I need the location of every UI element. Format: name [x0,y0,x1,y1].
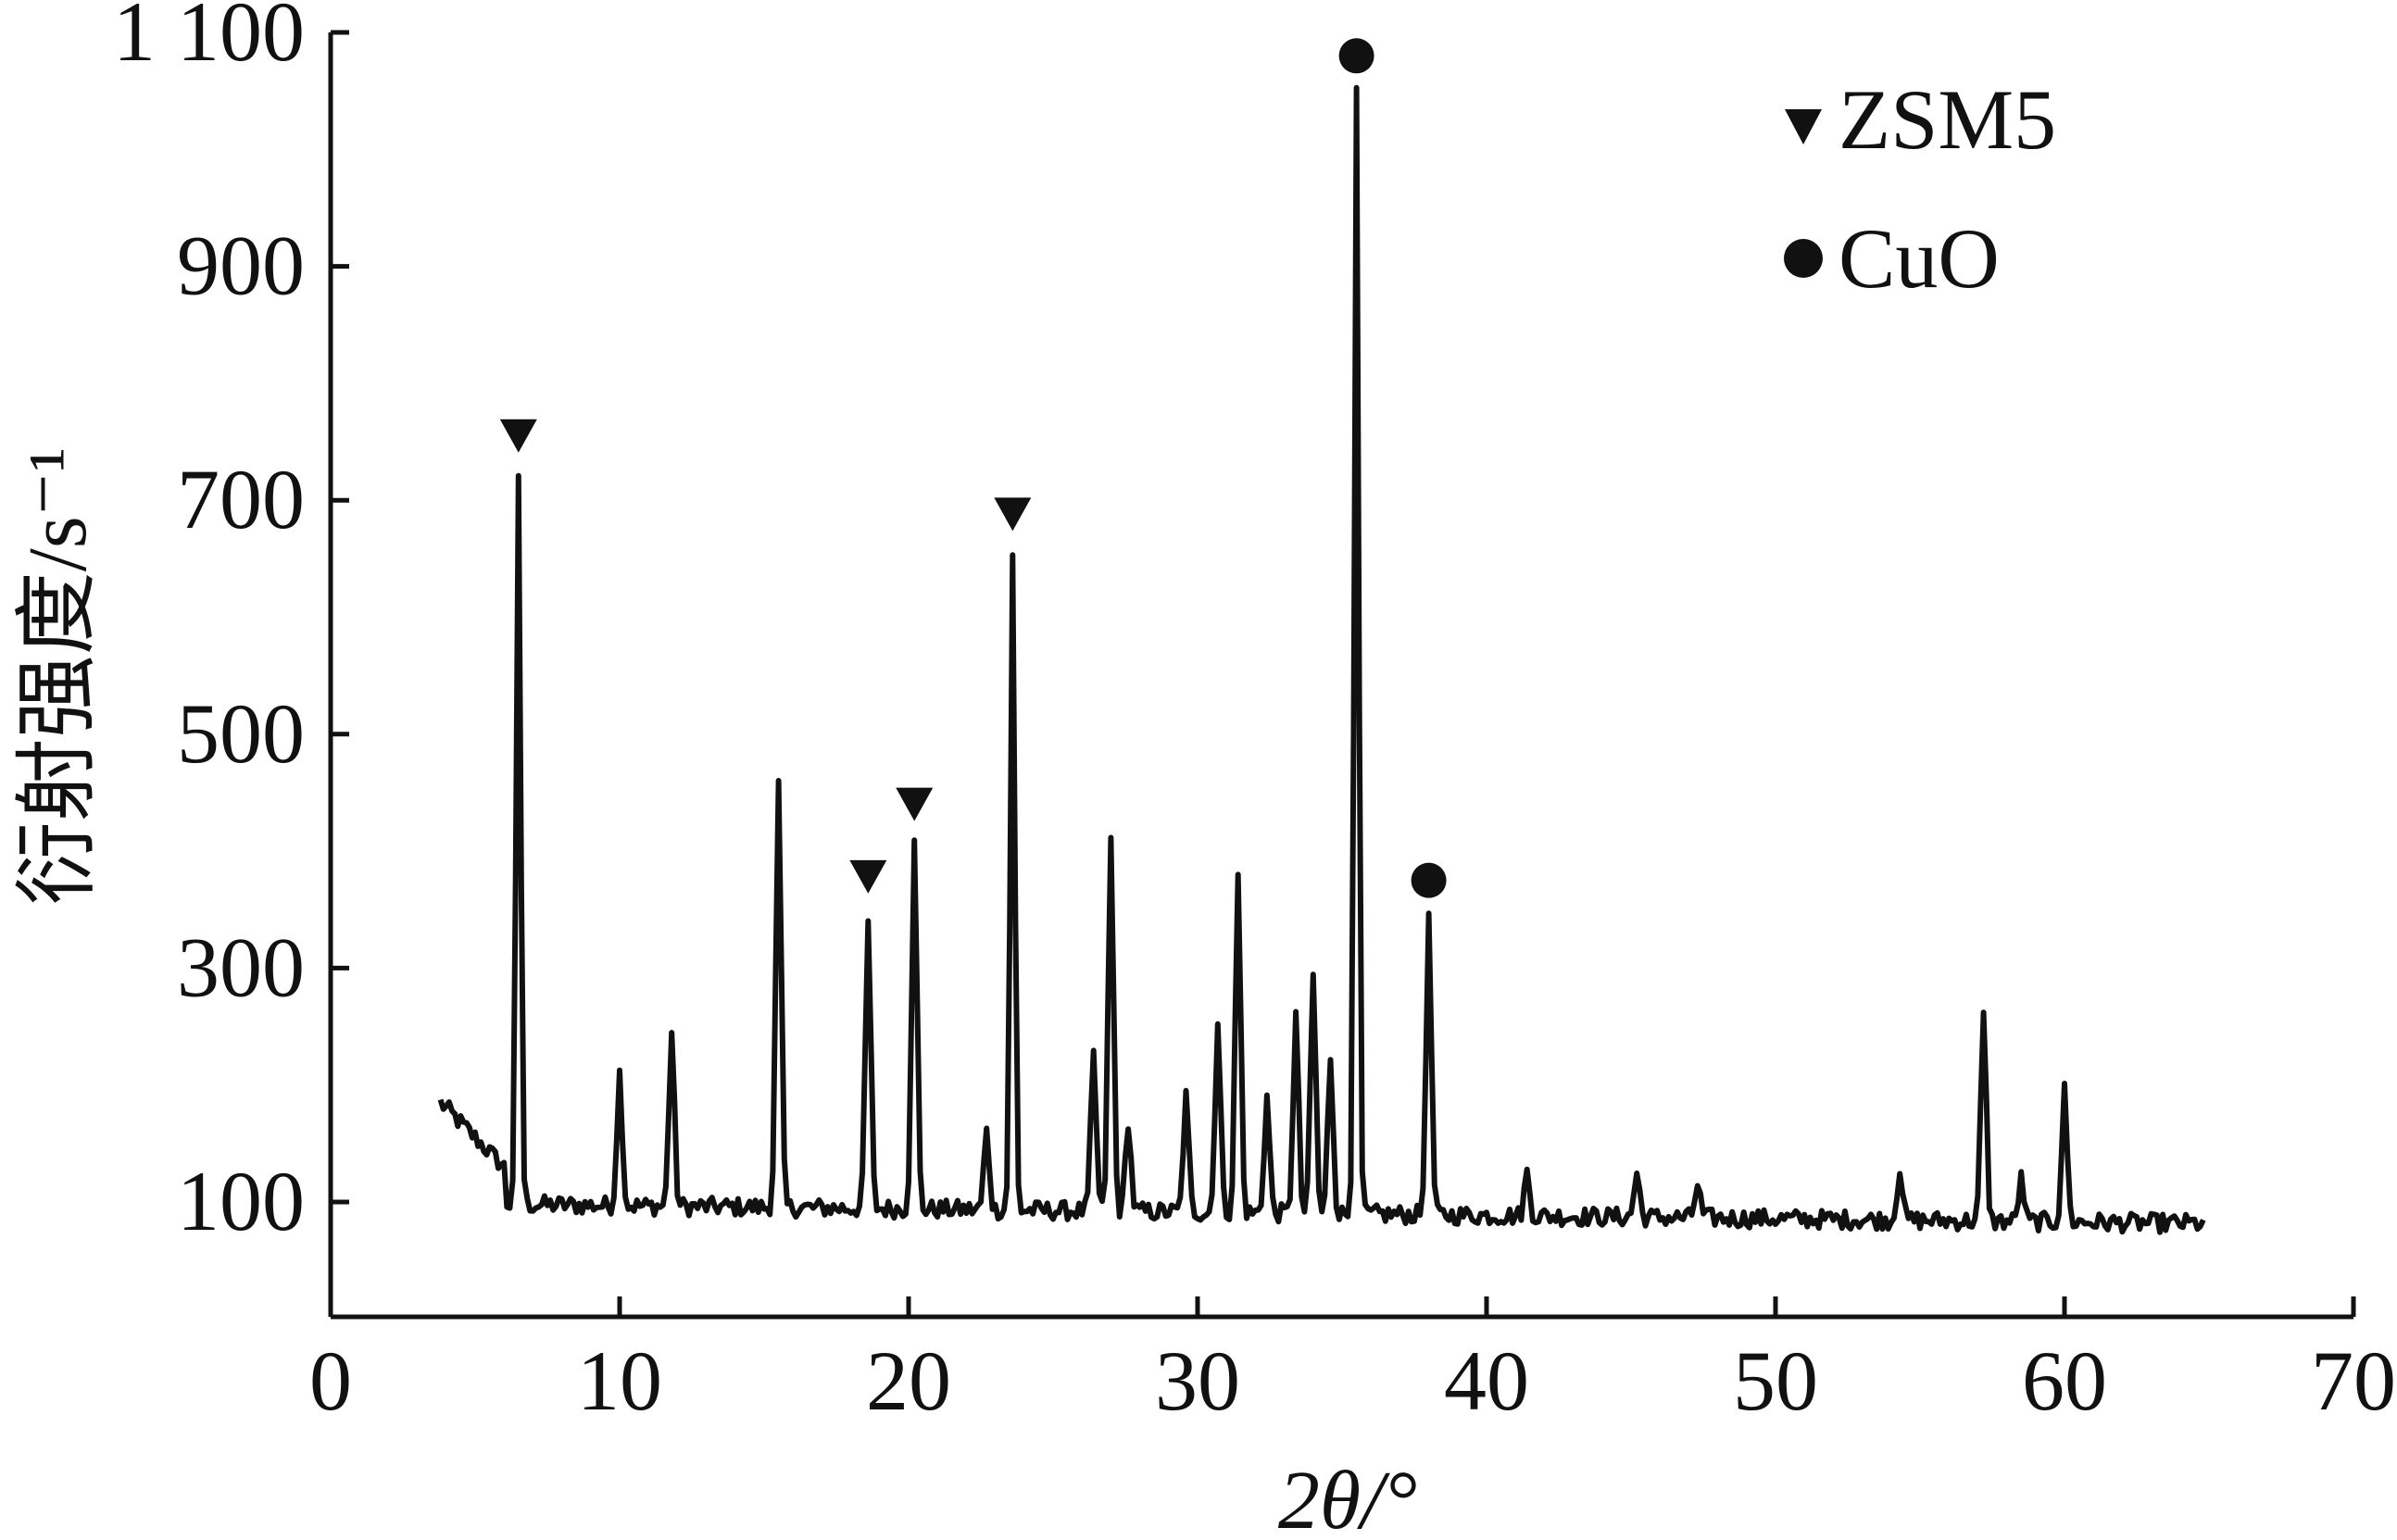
zsm5-peak-marker [849,859,887,894]
x-tick-label: 0 [309,1333,352,1428]
x-tick-label: 10 [577,1333,662,1428]
x-ticks: 0 10 20 30 40 50 60 70 [309,1296,2396,1428]
plot-area: 100 300 500 700 900 1 100 0 10 20 30 40 50 60 70 [113,0,2396,1428]
x-tick-label: 60 [2022,1333,2107,1428]
legend-triangle-icon [1785,109,1822,144]
x-tick-label: 50 [1733,1333,1818,1428]
y-tick-label: 900 [177,219,305,313]
legend-label-zsm5: ZSM5 [1839,72,2056,167]
y-tick-label: 500 [177,686,305,781]
diffraction-trace [437,84,2206,1235]
legend-circle-icon [1784,239,1823,278]
y-tick-label: 100 [177,1154,305,1248]
cuo-peak-marker [1338,38,1374,74]
legend: ZSM5 CuO [1784,72,2056,306]
y-ticks: 100 300 500 700 900 1 100 [113,0,349,1248]
zsm5-peak-marker [994,497,1032,532]
x-tick-label: 70 [2311,1333,2396,1428]
x-tick-label: 30 [1155,1333,1240,1428]
y-axis-title: 衍射强度/s⁻¹ [12,447,104,906]
zsm5-peak-marker [896,787,934,821]
x-tick-label: 40 [1444,1333,1529,1428]
y-tick-label: 700 [177,452,305,546]
cuo-peak-marker [1411,862,1447,898]
x-tick-label: 20 [866,1333,951,1428]
y-tick-label: 1 100 [113,0,305,79]
y-tick-label: 300 [177,920,305,1014]
zsm5-peak-marker [499,419,537,453]
phase-markers [499,38,1447,898]
x-axis-title: 2θ/° [1278,1455,1417,1540]
legend-label-cuo: CuO [1839,211,2000,306]
